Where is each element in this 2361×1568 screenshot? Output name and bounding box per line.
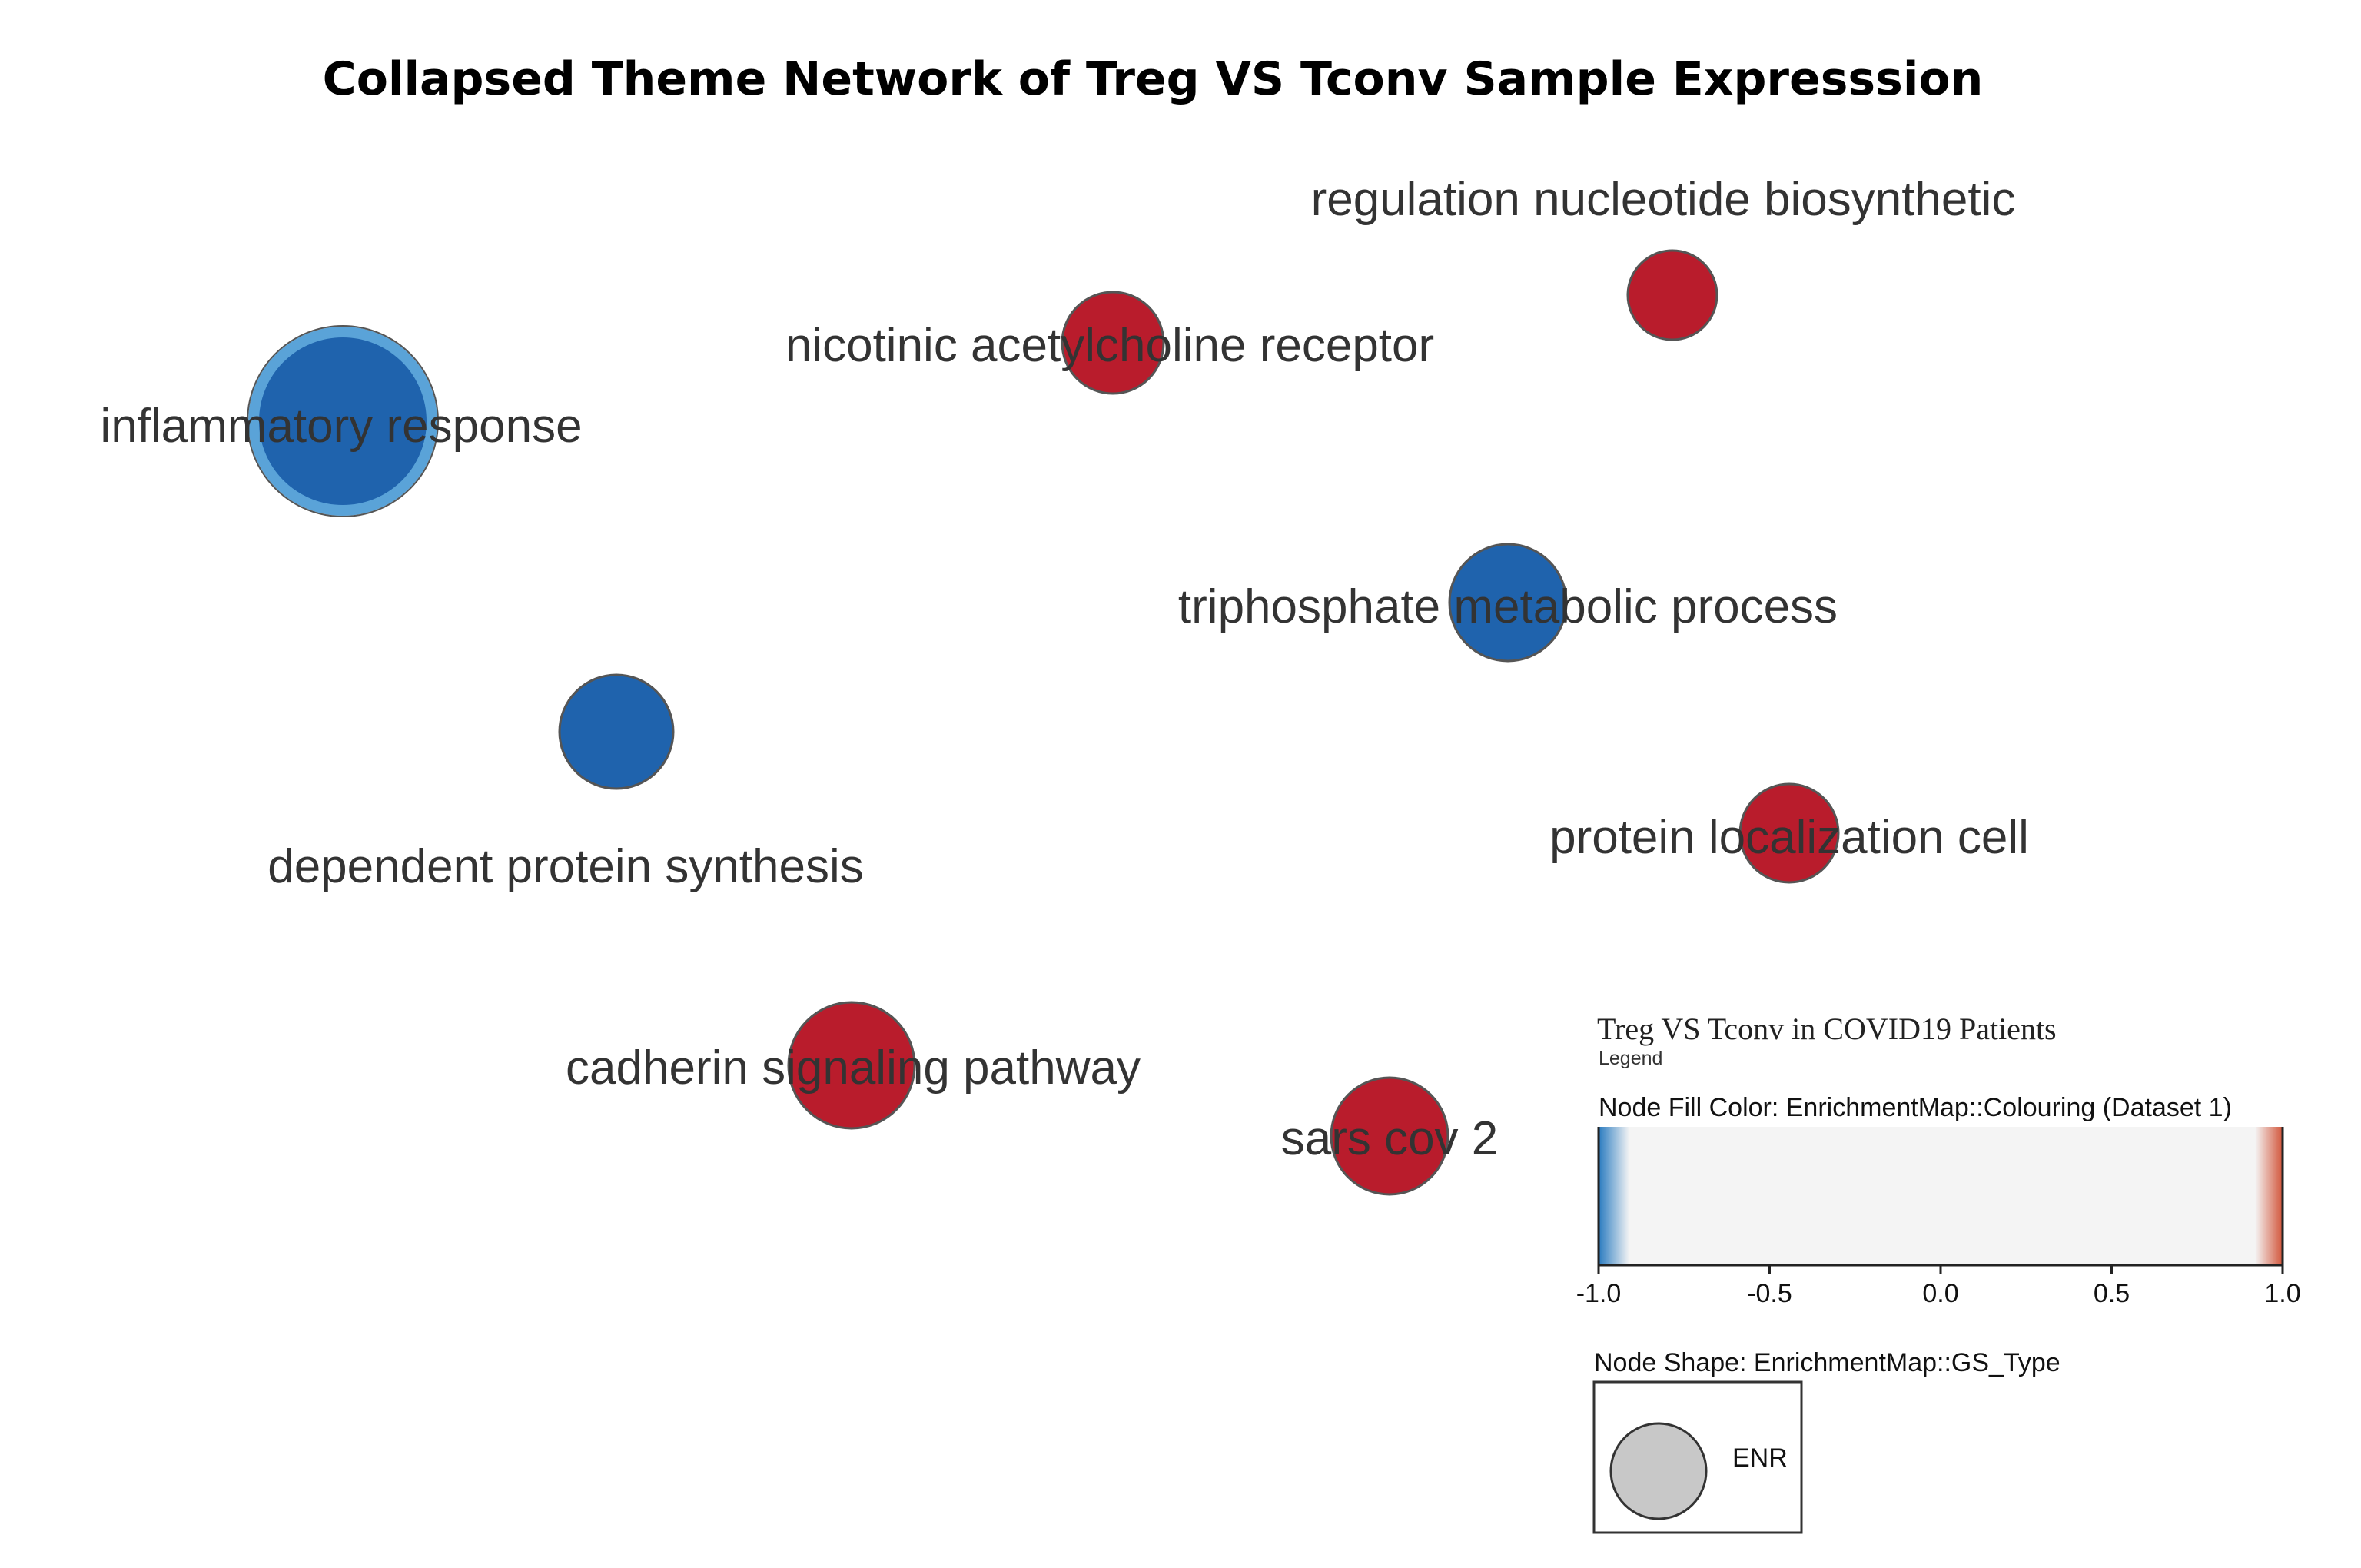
node-protein[interactable] (1738, 782, 1840, 884)
node-inflammatory-outline (247, 325, 439, 517)
node-regulation[interactable] (1626, 249, 1718, 341)
node-triphosphate[interactable] (1448, 543, 1568, 663)
page-title: Collapsed Theme Network of Treg VS Tconv… (322, 52, 1984, 106)
legend-shape-label: Node Shape: EnrichmentMap::GS_Type (1594, 1348, 2060, 1377)
node-label-cadherin: cadherin signaling pathway (566, 1041, 1141, 1095)
node-sars[interactable] (1330, 1076, 1449, 1196)
legend-fill-label: Node Fill Color: EnrichmentMap::Colourin… (1599, 1093, 2232, 1122)
node-inflammatory[interactable] (248, 327, 437, 516)
legend-tick-label: 1.0 (2264, 1279, 2300, 1308)
node-label-nicotinic: nicotinic acetylcholine receptor (785, 319, 1434, 372)
legend-tick-label: 0.5 (2094, 1279, 2130, 1308)
node-label-sars: sars cov 2 (1281, 1112, 1499, 1165)
legend-subtitle: Legend (1599, 1048, 1662, 1069)
legend-tick-label: 0.0 (1922, 1279, 1958, 1308)
legend-shape-circle (1609, 1422, 1708, 1520)
node-label-dependent: dependent protein synthesis (267, 840, 864, 893)
legend-tick-label: -0.5 (1747, 1279, 1792, 1308)
node-cadherin[interactable] (787, 1001, 916, 1130)
legend-title: Treg VS Tconv in COVID19 Patients (1597, 1012, 2057, 1046)
legend: Treg VS Tconv in COVID19 Patients Legend… (1576, 1012, 2301, 1534)
node-label-inflammatory: inflammatory response (100, 400, 582, 453)
legend-color-gradient (1599, 1127, 2283, 1265)
legend-shape-item: ENR (1732, 1443, 1788, 1473)
node-label-triphosphate: triphosphate metabolic process (1178, 580, 1838, 633)
legend-tick-label: -1.0 (1576, 1279, 1622, 1308)
node-nicotinic[interactable] (1061, 291, 1165, 395)
node-label-regulation: regulation nucleotide biosynthetic (1311, 173, 2016, 226)
node-dependent[interactable] (558, 673, 675, 790)
node-label-protein: protein localization cell (1549, 811, 2029, 864)
